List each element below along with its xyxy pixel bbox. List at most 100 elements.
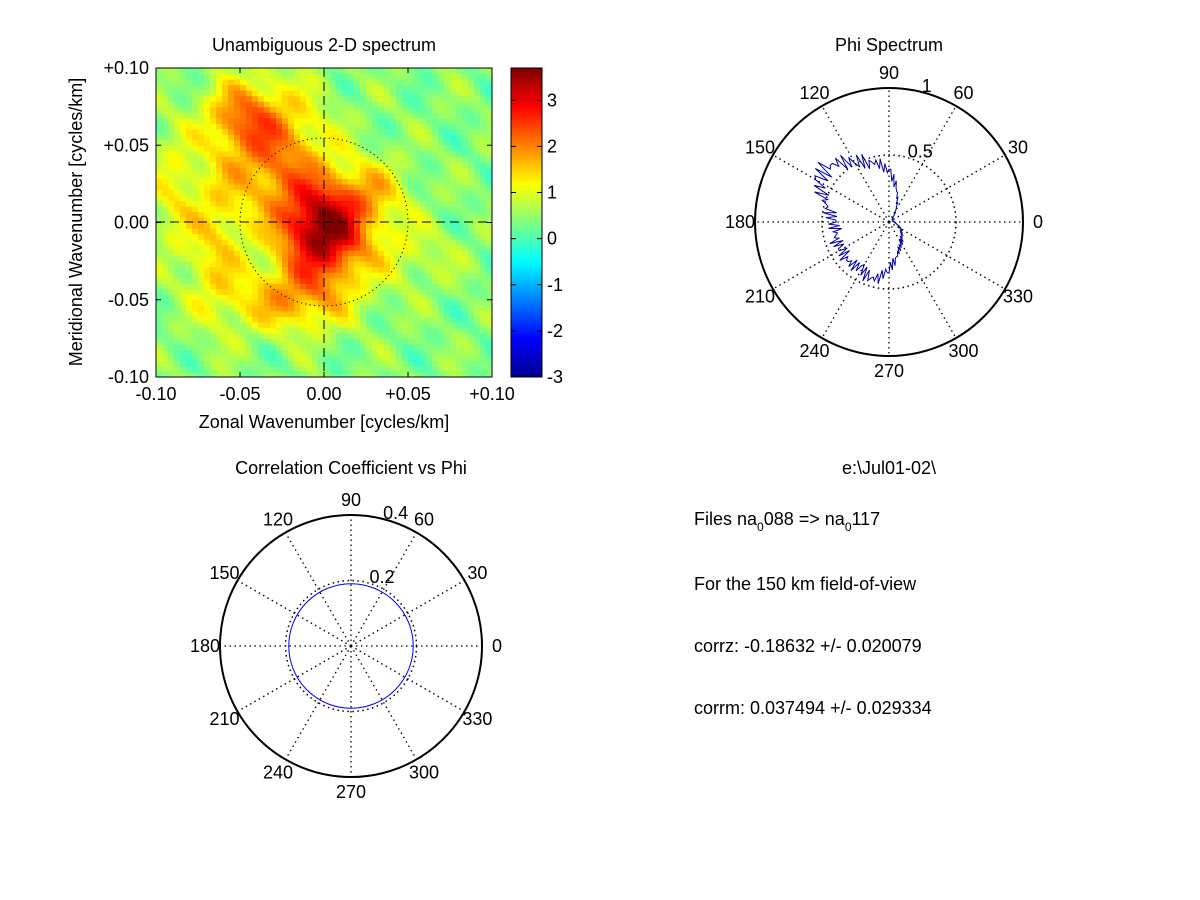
heatmap-cell <box>306 167 313 174</box>
heatmap-cell <box>216 178 223 185</box>
heatmap-cell <box>186 277 193 284</box>
heatmap-cell <box>444 128 451 135</box>
heatmap-cell <box>372 73 379 80</box>
heatmap-cell <box>480 150 487 157</box>
heatmap-cell <box>204 233 211 240</box>
heatmap-cell <box>264 338 271 345</box>
heatmap-cell <box>216 228 223 235</box>
heatmap-cell <box>306 216 313 224</box>
heatmap-cell <box>312 95 319 102</box>
heatmap-cell <box>336 310 343 317</box>
heatmap-cell <box>348 178 355 185</box>
heatmap-cell <box>186 266 193 273</box>
heatmap-cell <box>180 161 187 168</box>
heatmap-cell <box>402 84 409 91</box>
heatmap-cell <box>186 145 193 152</box>
heatmap-cell <box>252 244 259 251</box>
heatmap-cell <box>324 299 331 306</box>
phi-spectrum-panel: Phi Spectrum 030609012015018021024027030… <box>725 35 1043 381</box>
heatmap-cell <box>282 365 289 373</box>
heatmap-cell <box>360 200 367 207</box>
heatmap-cell <box>204 205 211 213</box>
heatmap-cell <box>486 272 492 279</box>
heatmap-cell <box>414 172 421 179</box>
heatmap-cell <box>426 272 433 279</box>
heatmap-cell <box>306 321 313 328</box>
heatmap-cell <box>186 288 193 295</box>
heatmap-cell <box>180 156 187 163</box>
heatmap-cell <box>360 101 367 108</box>
heatmap-cell <box>354 343 361 351</box>
heatmap-cell <box>204 156 211 163</box>
heatmap-cell <box>192 156 199 163</box>
heatmap-cell <box>468 117 475 124</box>
heatmap-cell <box>402 244 409 251</box>
heatmap-cell <box>210 343 217 351</box>
heatmap-cell <box>294 228 301 235</box>
heatmap-cell <box>192 349 199 356</box>
heatmap-cell <box>276 189 283 196</box>
heatmap-cell <box>408 123 415 130</box>
heatmap-cell <box>168 222 175 229</box>
heatmap-cell <box>408 112 415 119</box>
heatmap-cell <box>474 139 481 146</box>
heatmap-cell <box>384 73 391 80</box>
heatmap-cell <box>366 239 373 246</box>
phi-spectrum-title: Phi Spectrum <box>835 35 943 55</box>
heatmap-cell <box>222 266 229 273</box>
heatmap-cell <box>276 128 283 135</box>
heatmap-cell <box>294 283 301 290</box>
heatmap-cell <box>168 200 175 207</box>
heatmap-cell <box>246 327 253 334</box>
heatmap-cell <box>384 360 391 367</box>
colorbar-tick-label: -3 <box>547 367 563 387</box>
heatmap-cell <box>174 172 181 179</box>
heatmap-cell <box>426 194 433 202</box>
heatmap-cell <box>408 211 415 218</box>
heatmap-cell <box>198 150 205 157</box>
heatmap-cell <box>318 327 325 334</box>
heatmap-cell <box>384 228 391 235</box>
heatmap-cell <box>264 371 271 377</box>
heatmap-cell <box>300 101 307 108</box>
heatmap-cell <box>306 255 313 262</box>
heatmap-cell <box>342 211 349 218</box>
y-tick-label: 0.00 <box>114 213 149 233</box>
heatmap-cell <box>480 68 487 75</box>
heatmap-cell <box>384 117 391 124</box>
heatmap-cell <box>432 277 439 284</box>
heatmap-cell <box>360 228 367 235</box>
heatmap-cell <box>246 316 253 323</box>
heatmap-cell <box>474 332 481 339</box>
heatmap-cell <box>300 68 307 75</box>
heatmap-cell <box>396 272 403 279</box>
heatmap-cell <box>450 222 457 229</box>
heatmap-cell <box>342 365 349 373</box>
heatmap-cell <box>348 90 355 97</box>
heatmap-cell <box>330 172 337 179</box>
heatmap-cell <box>300 233 307 240</box>
heatmap-cell <box>402 101 409 108</box>
heatmap-cell <box>468 255 475 262</box>
heatmap-cell <box>204 354 211 362</box>
heatmap-cell <box>438 68 445 75</box>
heatmap-cell <box>162 117 169 124</box>
heatmap-cell <box>240 84 247 91</box>
heatmap-cell <box>324 117 331 124</box>
heatmap-cell <box>186 79 193 86</box>
heatmap-cell <box>156 233 163 240</box>
heatmap-cell <box>192 189 199 196</box>
heatmap-cell <box>450 189 457 196</box>
polar-radius-label: 0.2 <box>369 567 394 587</box>
heatmap-cell <box>192 283 199 290</box>
heatmap-cell <box>210 371 217 377</box>
heatmap-cell <box>222 211 229 218</box>
heatmap-cell <box>228 294 235 301</box>
heatmap-cell <box>396 250 403 257</box>
heatmap-cell <box>480 95 487 102</box>
heatmap-cell <box>366 371 373 377</box>
heatmap-cell <box>180 239 187 246</box>
heatmap-cell <box>450 194 457 202</box>
heatmap-cell <box>480 189 487 196</box>
heatmap-cell <box>258 288 265 295</box>
